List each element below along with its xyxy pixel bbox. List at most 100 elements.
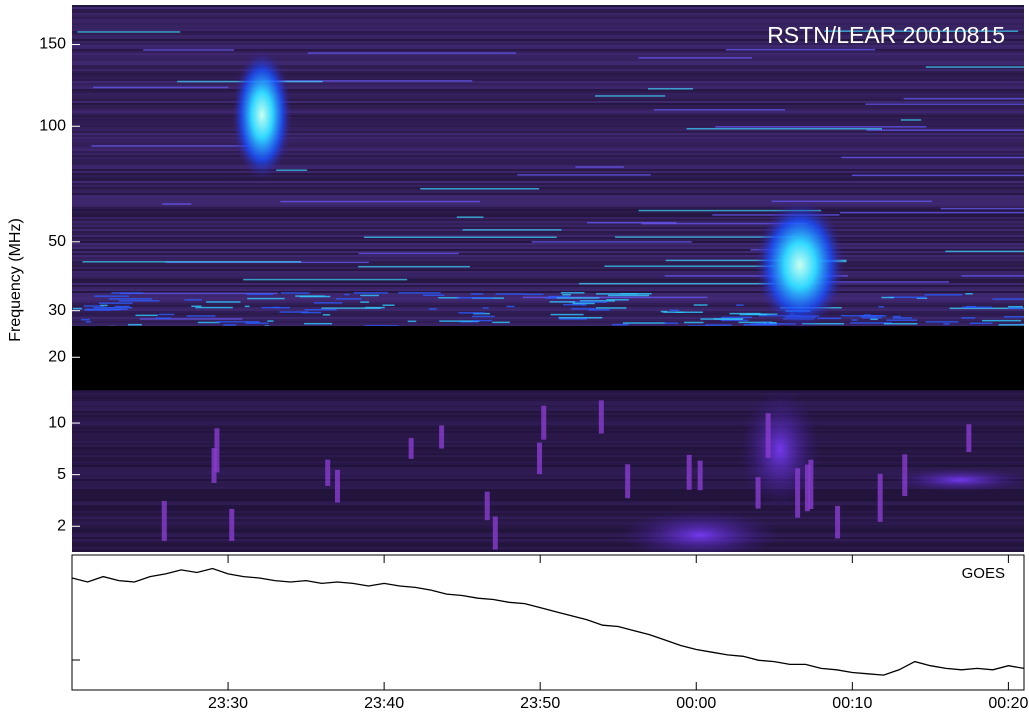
noise-bar xyxy=(161,500,167,541)
noise-band xyxy=(473,319,492,322)
noise-row xyxy=(72,35,1024,37)
noise-bar xyxy=(755,477,761,509)
noise-band xyxy=(313,302,343,304)
noise-band xyxy=(438,297,461,299)
noise-band xyxy=(562,293,571,296)
noise-streak xyxy=(725,48,876,51)
noise-row xyxy=(72,545,1024,547)
noise-row xyxy=(72,487,1024,489)
noise-row xyxy=(72,541,1024,543)
noise-row xyxy=(72,279,1024,281)
noise-row xyxy=(72,151,1024,153)
noise-row xyxy=(72,47,1024,49)
noise-row xyxy=(72,57,1024,59)
noise-row xyxy=(72,191,1024,193)
noise-row xyxy=(72,89,1024,91)
noise-row xyxy=(72,37,1024,39)
noise-band xyxy=(669,309,679,312)
noise-bar xyxy=(229,508,235,541)
noise-band xyxy=(482,307,489,309)
noise-row xyxy=(72,167,1024,169)
noise-row xyxy=(72,73,1024,75)
noise-band xyxy=(556,297,600,299)
noise-row xyxy=(72,271,1024,273)
noise-band xyxy=(506,305,515,308)
noise-streak xyxy=(243,278,408,281)
noise-bar xyxy=(835,505,841,539)
noise-band xyxy=(85,321,92,323)
noise-row xyxy=(72,181,1024,183)
noise-streak xyxy=(925,66,1024,68)
noise-band xyxy=(301,311,322,314)
noise-row xyxy=(72,529,1024,531)
noise-row xyxy=(72,59,1024,61)
noise-band xyxy=(267,320,274,322)
noise-streak xyxy=(280,200,481,203)
noise-row xyxy=(72,275,1024,277)
noise-band xyxy=(439,320,480,322)
noise-band xyxy=(1008,307,1024,310)
noise-row xyxy=(72,477,1024,479)
noise-row xyxy=(72,153,1024,155)
y-tick-label: 5 xyxy=(57,466,66,483)
noise-row xyxy=(72,203,1024,205)
noise-row xyxy=(72,483,1024,485)
noise-row xyxy=(72,43,1024,45)
noise-bar xyxy=(598,400,604,434)
x-tick-label: 23:40 xyxy=(364,695,404,712)
noise-band xyxy=(191,305,202,308)
noise-bar xyxy=(877,473,883,522)
noise-row xyxy=(72,135,1024,137)
noise-streak xyxy=(91,145,250,147)
noise-row xyxy=(72,495,1024,497)
noise-row xyxy=(72,409,1024,411)
noise-row xyxy=(72,255,1024,257)
noise-band xyxy=(365,306,385,309)
noise-row xyxy=(72,133,1024,135)
noise-band xyxy=(83,305,104,307)
noise-row xyxy=(72,249,1024,251)
noise-band xyxy=(736,304,744,306)
y-tick-label: 20 xyxy=(48,348,66,365)
noise-streak xyxy=(638,209,822,212)
noise-band xyxy=(870,318,878,321)
noise-row xyxy=(72,51,1024,53)
noise-row xyxy=(72,55,1024,57)
noise-band xyxy=(550,313,584,316)
noise-row xyxy=(72,205,1024,207)
noise-row xyxy=(72,305,1024,307)
noise-streak xyxy=(575,166,624,168)
noise-band xyxy=(197,321,220,324)
noise-band xyxy=(878,305,884,308)
noise-band xyxy=(611,323,629,326)
noise-row xyxy=(72,527,1024,529)
goes-panel xyxy=(71,554,1025,691)
noise-band xyxy=(398,292,441,294)
noise-band xyxy=(184,299,202,301)
noise-row xyxy=(72,281,1024,283)
noise-row xyxy=(72,269,1024,271)
noise-row xyxy=(72,217,1024,219)
noise-row xyxy=(72,163,1024,165)
noise-row xyxy=(72,515,1024,517)
noise-row xyxy=(72,13,1024,15)
noise-band xyxy=(588,309,610,311)
noise-row xyxy=(72,91,1024,93)
noise-row xyxy=(72,317,1024,319)
noise-row xyxy=(72,143,1024,145)
noise-bar xyxy=(795,468,801,518)
noise-row xyxy=(72,457,1024,459)
noise-streak xyxy=(77,31,181,33)
noise-bar xyxy=(537,442,543,475)
noise-row xyxy=(72,549,1024,551)
noise-row xyxy=(72,265,1024,267)
noise-streak xyxy=(903,97,1024,100)
noise-band xyxy=(743,324,778,326)
noise-row xyxy=(72,139,1024,141)
noise-row xyxy=(72,299,1024,301)
noise-row xyxy=(72,219,1024,221)
noise-row xyxy=(72,7,1024,9)
noise-band xyxy=(992,298,1024,300)
noise-bar xyxy=(765,413,771,458)
